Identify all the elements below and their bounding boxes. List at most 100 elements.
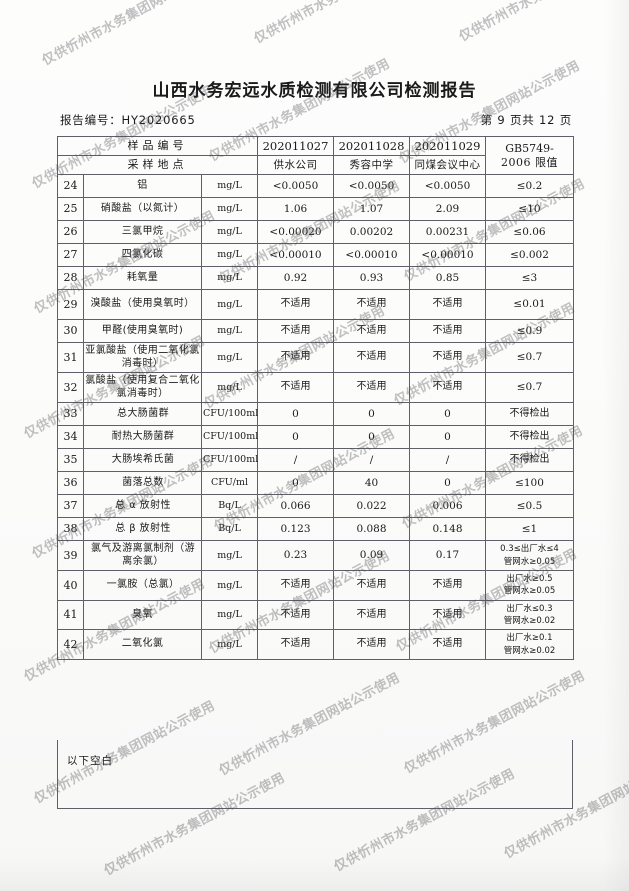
measured-value-1: <0.00020	[257, 220, 334, 245]
measured-value-3: 0.148	[409, 517, 486, 542]
measured-value-3: 0.006	[409, 494, 486, 519]
water-quality-results-table: 样品编号 202011027 202011028 202011029 GB574…	[57, 135, 574, 660]
row-index: 34	[57, 425, 84, 450]
parameter-unit: mg/L	[201, 266, 258, 291]
table-row: 27 四氯化碳 mg/L <0.00010 <0.00010 <0.00010 ≤0.002	[57, 243, 574, 268]
parameter-unit: mg/L	[201, 372, 258, 404]
measured-value-1: 不适用	[257, 342, 334, 374]
table-row: 33 总大肠菌群 CFU/100ml 0 0 0 不得检出	[57, 402, 574, 427]
row-index: 35	[57, 448, 84, 473]
measured-value-1: /	[257, 448, 334, 473]
row-index: 24	[57, 174, 84, 199]
table-row: 28 耗氧量 mg/L 0.92 0.93 0.85 ≤3	[57, 266, 574, 291]
measured-value-3: 0	[409, 471, 486, 496]
blank-note: 以下空白	[67, 755, 113, 767]
table-row: 38 总 β 放射性 Bq/L 0.123 0.088 0.148 ≤1	[57, 517, 574, 542]
standard-limit-value: 不得检出	[485, 448, 574, 473]
table-row: 39 氯气及游离氯制剂（游离余氯） mg/L 0.23 0.09 0.17 0.3≤出厂水≤…	[57, 540, 574, 572]
standard-limit-value: 0.3≤出厂水≤4 管网水≥0.05	[485, 540, 574, 572]
measured-value-1: 不适用	[257, 570, 334, 601]
table-row: 26 三氯甲烷 mg/L <0.00020 0.00202 0.00231 ≤0.06	[57, 220, 574, 245]
table-row: 41 臭氧 mg/L 不适用 不适用 不适用 出厂水≤0.3 管网水≥0.02	[57, 599, 574, 631]
parameter-name: 三氯甲烷	[83, 220, 202, 245]
measured-value-2: 不适用	[333, 599, 410, 631]
measured-value-2: 0.00202	[333, 220, 410, 245]
standard-limit-value: ≤1	[485, 517, 574, 542]
measured-value-2: 1.07	[333, 197, 410, 222]
measured-value-1: 不适用	[257, 599, 334, 631]
standard-limit-value: ≤10	[485, 197, 574, 222]
parameter-name: 总大肠菌群	[83, 402, 202, 427]
standard-limit-value: ≤0.5	[485, 494, 574, 519]
standard-limit-value: 出厂水≥0.1 管网水≥0.02	[485, 629, 574, 660]
measured-value-2: 不适用	[333, 319, 410, 344]
row-index: 36	[57, 471, 84, 496]
header-row-sample-site: 采样地点 供水公司 秀容中学 同煤会议中心	[57, 155, 574, 176]
parameter-unit: mg/L	[201, 220, 258, 245]
measured-value-2: <0.0050	[333, 174, 410, 199]
row-index: 42	[57, 629, 84, 660]
parameter-name: 亚氯酸盐（使用二氧化氯消毒时）	[83, 342, 202, 374]
measured-value-2: 40	[333, 471, 410, 496]
measured-value-3: 不适用	[409, 570, 486, 601]
measured-value-3: 0.00231	[409, 220, 486, 245]
measured-value-2: 0.088	[333, 517, 410, 542]
parameter-unit: mg/L	[201, 289, 258, 321]
measured-value-3: /	[409, 448, 486, 473]
parameter-name: 总 α 放射性	[83, 494, 202, 519]
limit-line-2: 管网水≥0.05	[503, 556, 556, 567]
parameter-name: 耗氧量	[83, 266, 202, 291]
measured-value-1: 不适用	[257, 319, 334, 344]
parameter-unit: CFU/100ml	[201, 448, 258, 473]
measured-value-2: 0.022	[333, 494, 410, 519]
measured-value-2: 0.93	[333, 266, 410, 291]
parameter-unit: CFU/100ml	[201, 402, 258, 427]
parameter-name: 四氯化碳	[83, 243, 202, 268]
measured-value-3: 0.85	[409, 266, 486, 291]
parameter-name: 二氧化氯	[83, 629, 202, 660]
limit-line-1: 出厂水≤0.3	[506, 603, 553, 614]
row-index: 27	[57, 243, 84, 268]
measured-value-3: 不适用	[409, 319, 486, 344]
parameter-name: 耐热大肠菌群	[83, 425, 202, 450]
table-header: 样品编号 202011027 202011028 202011029 GB574…	[57, 135, 574, 176]
page-number: 第 9 页共 12 页	[480, 113, 572, 127]
measured-value-3: 不适用	[409, 342, 486, 374]
limit-line-1: 出厂水≥0.5	[506, 574, 553, 585]
standard-limit-header: GB5749- 2006 限值	[485, 135, 574, 176]
standard-limit-value: 出厂水≤0.3 管网水≥0.02	[485, 599, 574, 631]
table-row: 42 二氧化氯 mg/L 不适用 不适用 不适用 出厂水≥0.1 管网水≥0.02	[57, 629, 574, 660]
report-meta: 报告编号：HY2020665 第 9 页共 12 页	[60, 112, 572, 128]
blank-continuation-box: 以下空白	[57, 740, 573, 809]
sample-site-2: 秀容中学	[333, 155, 410, 176]
measured-value-2: 不适用	[333, 629, 410, 660]
measured-value-2: 0.09	[333, 540, 410, 572]
measured-value-3: 0.17	[409, 540, 486, 572]
standard-limit-value: 不得检出	[485, 425, 574, 450]
measured-value-3: 不适用	[409, 599, 486, 631]
standard-limit-value: ≤0.9	[485, 319, 574, 344]
parameter-unit: mg/L	[201, 570, 258, 601]
row-index: 30	[57, 319, 84, 344]
standard-name-line2: 2006 限值	[501, 155, 558, 169]
row-index: 25	[57, 197, 84, 222]
row-index: 29	[57, 289, 84, 321]
limit-line-2: 管网水≥0.05	[503, 586, 556, 597]
measured-value-2: /	[333, 448, 410, 473]
table-row: 37 总 α 放射性 Bq/L 0.066 0.022 0.006 ≤0.5	[57, 494, 574, 519]
measured-value-1: 0	[257, 471, 334, 496]
page-title: 山西水务宏远水质检测有限公司检测报告	[152, 81, 477, 101]
parameter-unit: mg/L	[201, 540, 258, 572]
parameter-unit: mg/L	[201, 599, 258, 631]
measured-value-3: 2.09	[409, 197, 486, 222]
limit-line-1: 0.3≤出厂水≤4	[500, 544, 559, 555]
parameter-unit: CFU/ml	[201, 471, 258, 496]
standard-limit-value: ≤0.06	[485, 220, 574, 245]
table-row: 29 溴酸盐（使用臭氧时） mg/L 不适用 不适用 不适用 ≤0.01	[57, 289, 574, 321]
standard-limit-value: ≤0.7	[485, 372, 574, 404]
limit-line-2: 管网水≥0.02	[503, 616, 556, 627]
parameter-name: 溴酸盐（使用臭氧时）	[83, 289, 202, 321]
table-row: 35 大肠埃希氏菌 CFU/100ml / / / 不得检出	[57, 448, 574, 473]
sample-site-3: 同煤会议中心	[409, 155, 486, 176]
measured-value-2: <0.00010	[333, 243, 410, 268]
